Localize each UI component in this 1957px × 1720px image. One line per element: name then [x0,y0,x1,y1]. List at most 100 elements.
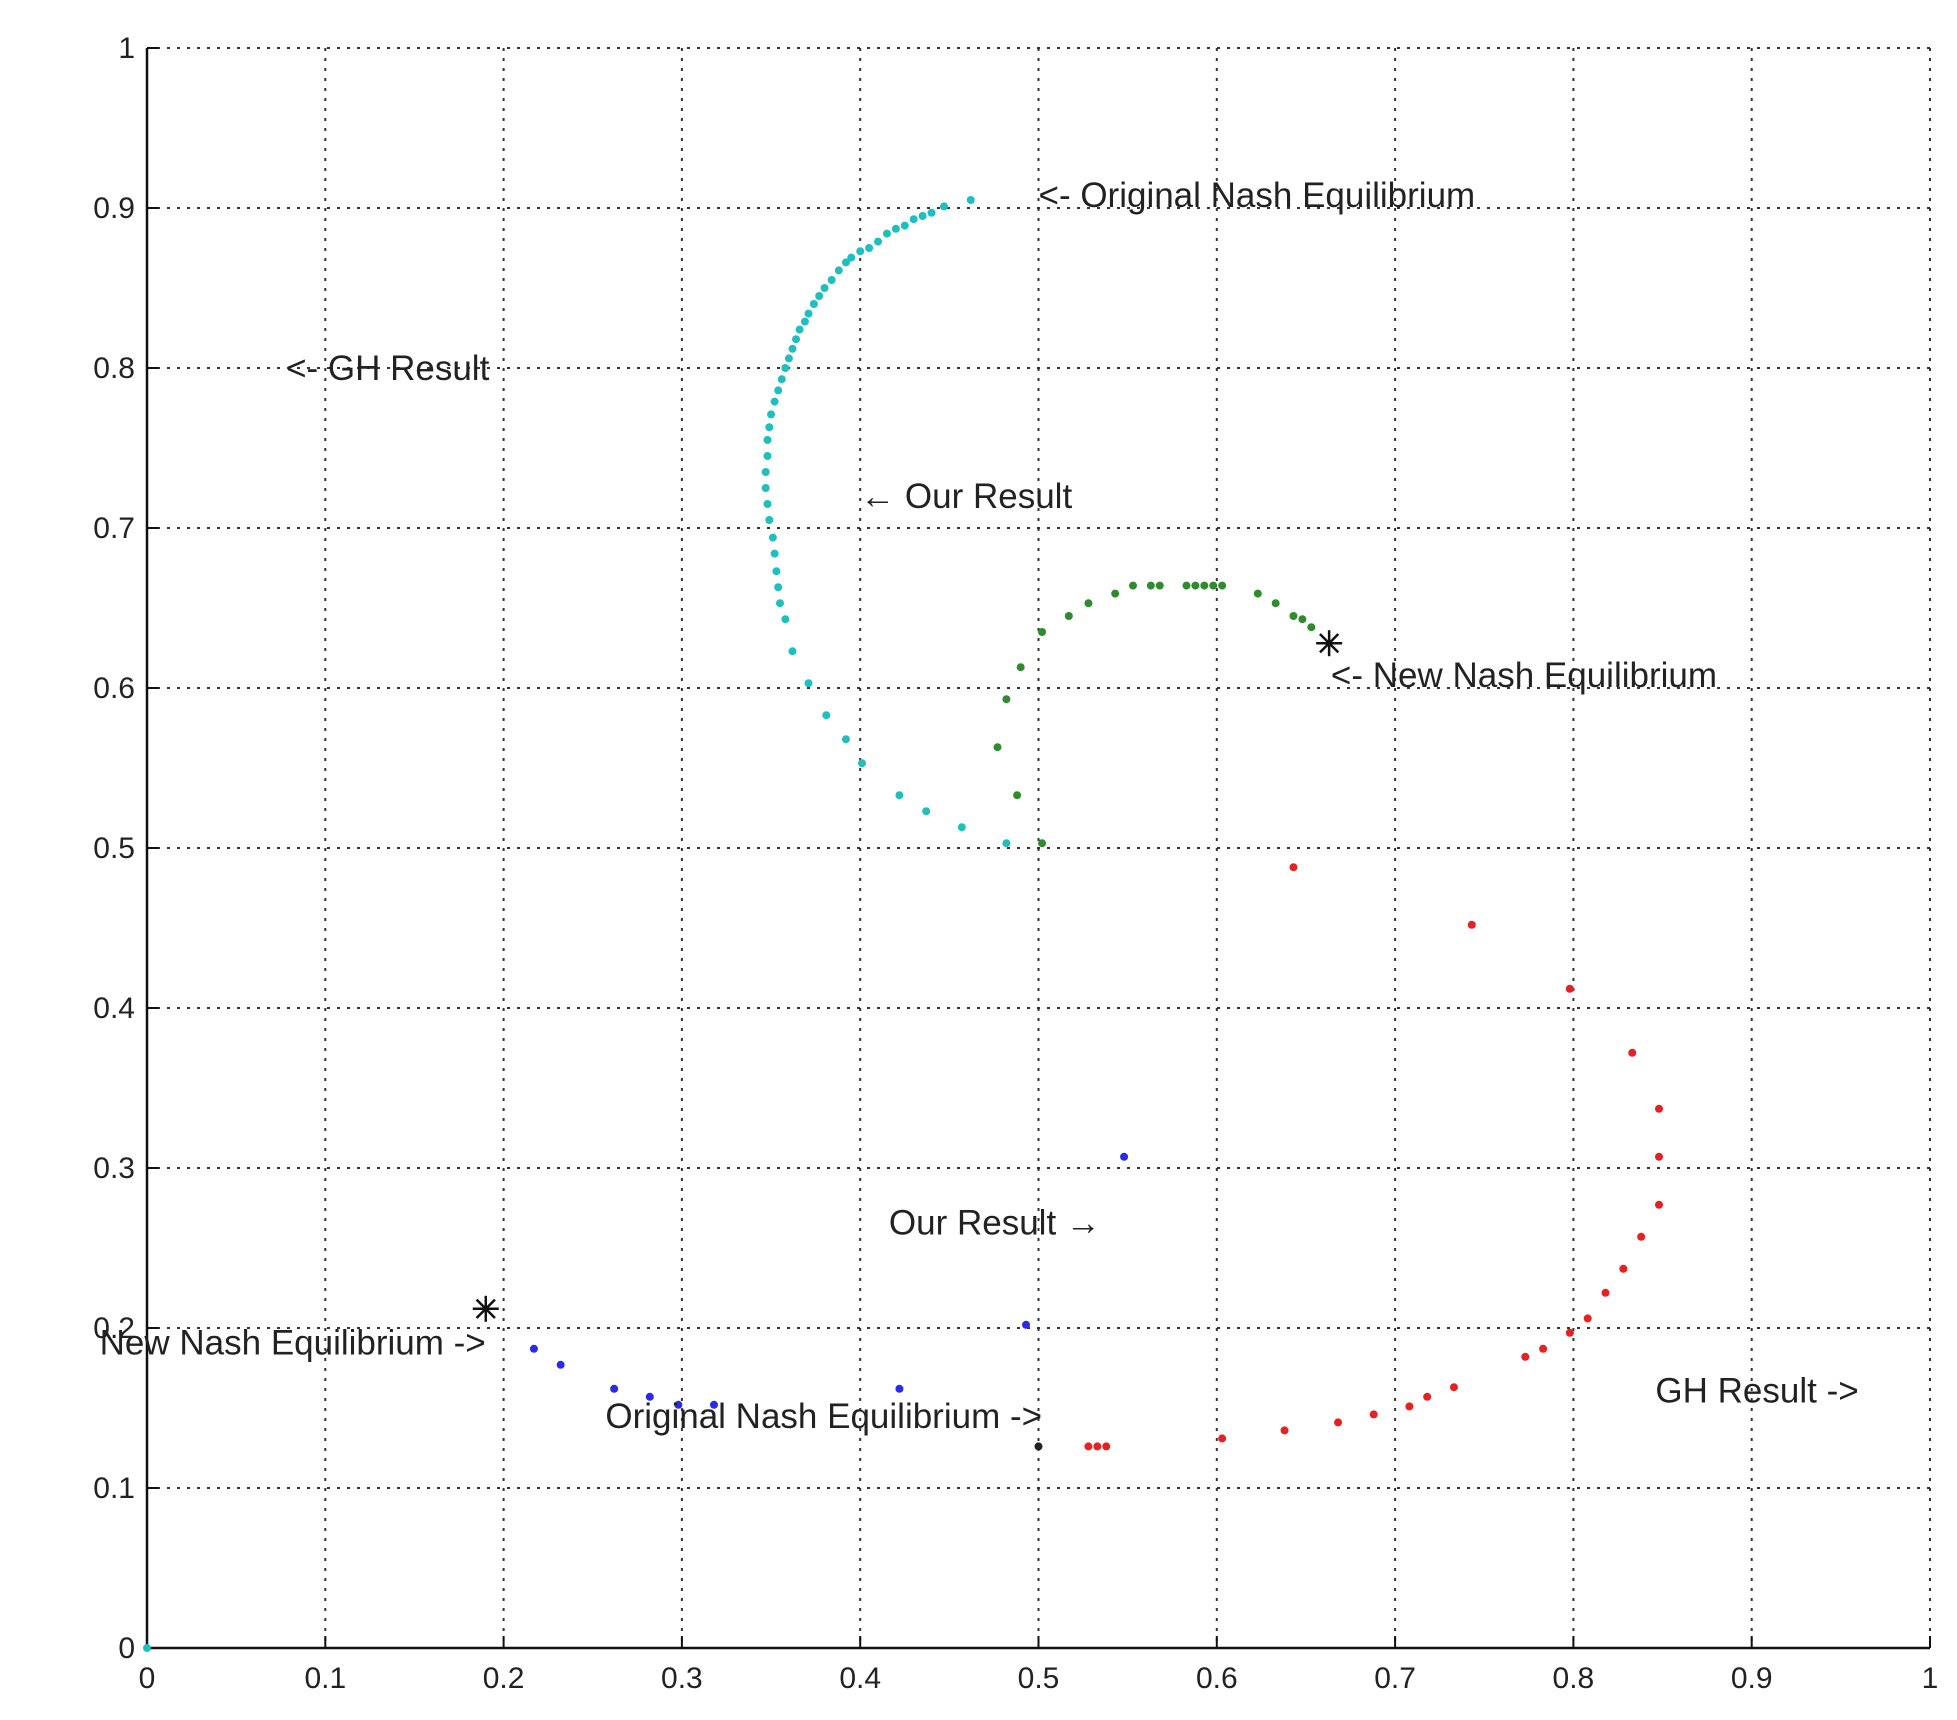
x-tick-label: 0.3 [661,1662,703,1695]
data-point [834,266,843,275]
data-point [1102,1442,1111,1451]
data-point [909,215,918,224]
data-point [774,386,783,395]
data-point [927,208,936,217]
annotations: <- Original Nash Equilibrium <- GH Result… [100,176,1859,1436]
data-point [1449,1383,1458,1392]
data-point [772,567,781,576]
x-tick-label: 0.5 [1018,1662,1060,1695]
data-point [809,300,818,308]
data-point [847,253,856,262]
data-point [1619,1264,1628,1273]
data-point [841,735,850,744]
data-point [1539,1344,1548,1353]
data-point [1369,1410,1378,1419]
data-point [1146,581,1155,590]
data-point [841,258,850,267]
data-point [966,196,975,204]
x-tick-label: 0 [139,1662,156,1695]
data-point [610,1384,619,1393]
data-point [918,212,927,220]
annotation-label: GH Result -> [1655,1371,1858,1410]
data-point [1271,599,1280,608]
data-point [768,533,777,542]
star-marker [472,1295,499,1322]
y-tick-label: 0.8 [93,352,135,385]
x-tick-label: 0.2 [483,1662,525,1695]
data-point [1423,1392,1432,1401]
data-point [775,599,784,608]
data-point [800,317,809,326]
data-point [1016,663,1025,672]
data-point [1191,581,1200,590]
data-point [1038,628,1047,636]
x-tick-label: 0.1 [304,1662,346,1695]
y-tick-label: 0.5 [93,832,135,865]
data-point [784,354,793,363]
data-point [763,436,772,444]
annotation-label: <- New Nash Equilibrium [1331,656,1717,695]
data-point [1601,1288,1610,1297]
data-point [1628,1048,1637,1057]
axes-layer [145,47,1931,1650]
data-point [1654,1200,1663,1209]
data-point [770,549,779,558]
data-point [1218,581,1227,590]
data-point [922,807,931,816]
y-tick-label: 0.3 [93,1152,135,1185]
data-point [1307,623,1316,632]
data-point [529,1344,538,1353]
x-tick-label: 0.7 [1374,1662,1416,1695]
data-point [1120,1152,1129,1161]
tick-labels: 0 0.1 0.2 0.3 0.4 0.5 0.6 0.7 0.8 0.9 1 0 0.1 0.2 0.3 0… [93,32,1938,1695]
x-tick-label: 0.9 [1731,1662,1773,1695]
data-point [1093,1442,1102,1451]
star-stroke [475,1298,496,1319]
data-point [767,410,776,419]
data-point [874,237,883,246]
data-point [763,500,772,508]
data-point [781,615,790,624]
data-point [1084,1442,1093,1451]
data-point [1289,612,1298,620]
annotation-label: ← Our Result [860,477,1072,516]
data-point [865,244,874,252]
data-point [1002,695,1011,704]
data-point [770,397,779,406]
data-point [882,229,891,238]
x-tick-label: 0.6 [1196,1662,1238,1695]
y-tick-label: 1 [118,32,135,65]
data-point [900,221,909,230]
data-point [1583,1314,1592,1323]
y-tick-label: 0.1 [93,1472,135,1505]
equilibrium-markers [472,630,1343,1322]
data-point [1654,1104,1663,1113]
data-points [143,196,1663,1652]
data-point [815,292,824,300]
data-point [1298,615,1307,624]
data-point [1200,581,1209,590]
data-point [1253,589,1262,598]
data-point [788,647,797,656]
data-point [1405,1402,1414,1411]
data-point [761,468,770,476]
y-tick-label: 0.4 [93,992,135,1025]
data-point [1334,1418,1343,1427]
data-point [1637,1232,1646,1241]
x-tick-label: 0.4 [839,1662,881,1695]
data-point [774,583,783,592]
data-point [1565,1328,1574,1337]
data-point [795,325,804,334]
x-tick-label: 1 [1922,1662,1939,1695]
data-point [777,375,786,384]
data-point [556,1360,565,1369]
y-tick-label: 0.2 [93,1312,135,1345]
y-tick-label: 0.6 [93,672,135,705]
data-point [788,344,797,353]
data-point [709,1400,718,1409]
data-point [674,1400,683,1409]
data-point [940,202,949,211]
data-point [1289,863,1298,872]
data-point [1064,612,1073,620]
y-tick-label: 0.7 [93,512,135,545]
